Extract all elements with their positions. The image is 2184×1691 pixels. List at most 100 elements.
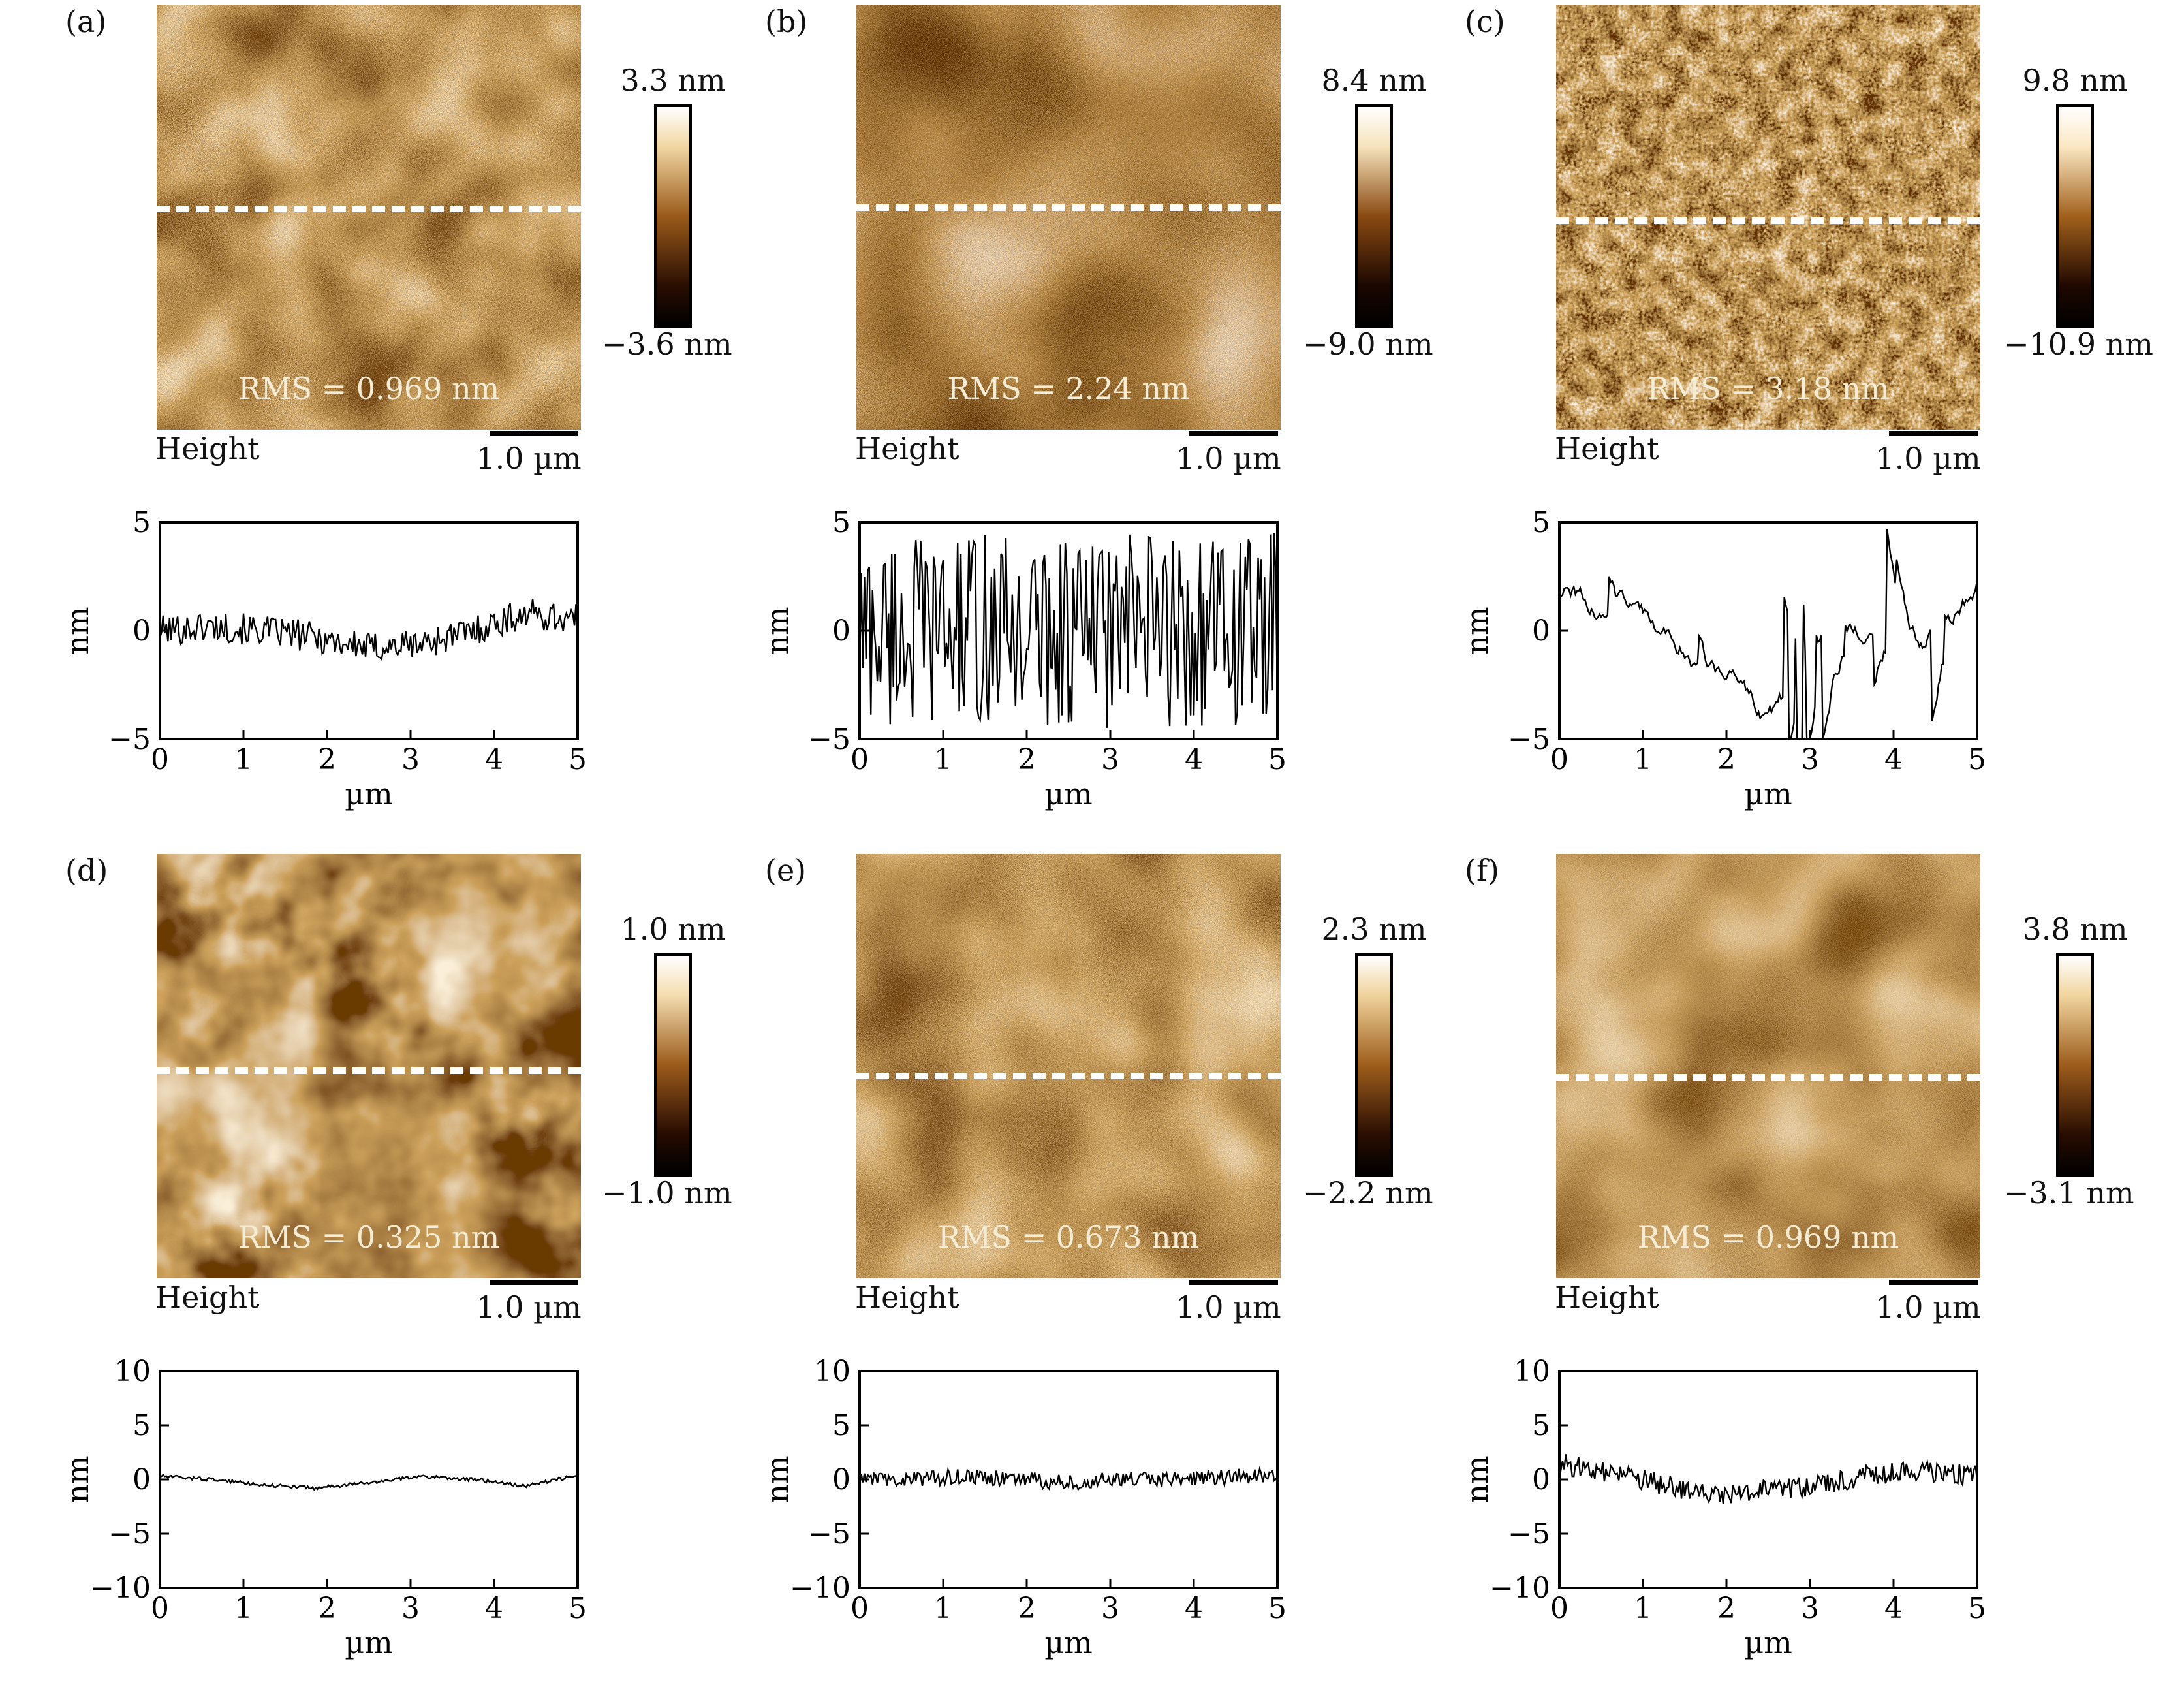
x-tick-label: 1 (1634, 1592, 1652, 1625)
afm-height-image: RMS = 2.24 nm (856, 5, 1281, 430)
scale-bar-label: 1.0 µm (1176, 441, 1281, 476)
x-tick-label: 2 (1018, 743, 1036, 776)
y-tick-label: 10 (814, 1355, 850, 1388)
scale-bar-label: 1.0 µm (1875, 1289, 1981, 1325)
color-scale-min: −10.9 nm (2004, 326, 2153, 362)
color-scale-bar (1355, 953, 1393, 1177)
y-tick-label: 0 (1532, 614, 1550, 648)
y-tick-label: −5 (108, 723, 151, 756)
color-scale-min: −2.2 nm (1303, 1175, 1433, 1210)
y-tick-label: 0 (832, 1463, 850, 1496)
x-tick-label: 1 (234, 1592, 253, 1625)
color-scale-max: 8.4 nm (1321, 63, 1427, 98)
rms-value: RMS = 0.969 nm (238, 371, 500, 406)
panel-d: (d) RMS = 0.325 nm Height 1.0 µm 1.0 nm −1.0 … (65, 849, 790, 1691)
profile-trace (159, 598, 579, 661)
afm-height-image: RMS = 0.969 nm (157, 5, 581, 430)
color-scale-max: 3.3 nm (620, 63, 726, 98)
afm-height-image: RMS = 0.325 nm (157, 854, 581, 1278)
y-tick-label: −5 (108, 1517, 151, 1551)
height-label: Height (155, 1280, 260, 1315)
scale-bar-label: 1.0 µm (1875, 441, 1981, 476)
profile-trace (1558, 529, 1978, 740)
x-tick-label: 5 (569, 743, 587, 776)
y-axis-label: nm (1465, 607, 1495, 654)
y-axis-label: nm (1465, 1455, 1495, 1503)
rms-value: RMS = 3.18 nm (1647, 371, 1890, 406)
x-axis-label: µm (1044, 776, 1093, 812)
y-tick-label: 0 (832, 614, 850, 648)
color-scale-min: −3.6 nm (602, 326, 732, 362)
profile-trace (858, 1466, 1278, 1491)
rms-value: RMS = 0.325 nm (238, 1220, 500, 1255)
x-tick-label: 1 (934, 743, 952, 776)
afm-height-image: RMS = 0.969 nm (1556, 854, 1980, 1278)
x-tick-label: 2 (318, 743, 336, 776)
x-tick-label: 0 (1550, 743, 1568, 776)
x-tick-label: 5 (1968, 743, 1986, 776)
color-scale-min: −1.0 nm (602, 1175, 732, 1210)
height-label: Height (155, 431, 260, 466)
panel-label: (c) (1465, 4, 1505, 39)
x-tick-label: 2 (1717, 1592, 1736, 1625)
x-tick-label: 0 (1550, 1592, 1568, 1625)
rms-value: RMS = 0.673 nm (937, 1220, 1200, 1255)
x-axis-label: µm (345, 776, 393, 812)
x-tick-label: 4 (485, 1592, 503, 1625)
y-tick-label: 0 (133, 614, 151, 648)
color-scale-bar (654, 953, 692, 1177)
height-label: Height (855, 1280, 959, 1315)
height-label: Height (1555, 431, 1659, 466)
color-scale-min: −3.1 nm (2004, 1175, 2134, 1210)
y-tick-label: −5 (808, 723, 850, 756)
profile-trace (159, 1474, 578, 1491)
x-tick-label: 1 (1634, 743, 1652, 776)
panel-label: (b) (765, 4, 808, 39)
panel-a: (a) RMS = 0.969 nm Height 1.0 µm 3.3 nm −3.6 … (65, 0, 790, 842)
y-tick-label: 0 (1532, 1463, 1550, 1496)
x-tick-label: 4 (1884, 743, 1903, 776)
y-tick-label: 0 (133, 1463, 151, 1496)
profile-line-marker (1556, 217, 1980, 224)
x-tick-label: 2 (318, 1592, 336, 1625)
y-tick-label: 5 (832, 1409, 850, 1442)
y-axis-label: nm (765, 607, 795, 654)
x-tick-label: 3 (401, 1592, 420, 1625)
x-tick-label: 0 (151, 743, 169, 776)
x-axis-label: µm (1744, 1625, 1792, 1660)
y-tick-label: 10 (1514, 1355, 1550, 1388)
scale-bar-label: 1.0 µm (476, 441, 582, 476)
color-scale-max: 1.0 nm (620, 911, 726, 947)
scale-bar (490, 431, 578, 436)
y-axis-label: nm (765, 1455, 795, 1503)
y-tick-label: 5 (1532, 1409, 1550, 1442)
panel-f: (f) RMS = 0.969 nm Height 1.0 µm 3.8 nm −3.1 … (1465, 849, 2184, 1691)
color-scale-bar (1355, 104, 1393, 328)
scale-bar-label: 1.0 µm (1176, 1289, 1281, 1325)
x-axis-label: µm (1044, 1625, 1093, 1660)
height-label: Height (1555, 1280, 1659, 1315)
profile-line-marker (157, 1067, 581, 1074)
color-scale-min: −9.0 nm (1303, 326, 1433, 362)
scale-bar-label: 1.0 µm (476, 1289, 582, 1325)
x-tick-label: 0 (850, 1592, 869, 1625)
x-tick-label: 1 (234, 743, 253, 776)
y-tick-label: 5 (832, 506, 850, 539)
profile-trace (858, 533, 1279, 728)
y-tick-label: −10 (790, 1572, 850, 1605)
color-scale-max: 2.3 nm (1321, 911, 1427, 947)
x-tick-label: 4 (485, 743, 503, 776)
panel-label: (e) (765, 853, 807, 888)
x-tick-label: 4 (1185, 743, 1203, 776)
scale-bar (1189, 1280, 1278, 1285)
x-tick-label: 5 (569, 1592, 587, 1625)
profile-line-marker (856, 204, 1281, 211)
x-tick-label: 4 (1884, 1592, 1903, 1625)
x-tick-label: 5 (1968, 1592, 1986, 1625)
afm-height-image: RMS = 3.18 nm (1556, 5, 1980, 430)
color-scale-bar (654, 104, 692, 328)
afm-texture (856, 5, 1281, 430)
